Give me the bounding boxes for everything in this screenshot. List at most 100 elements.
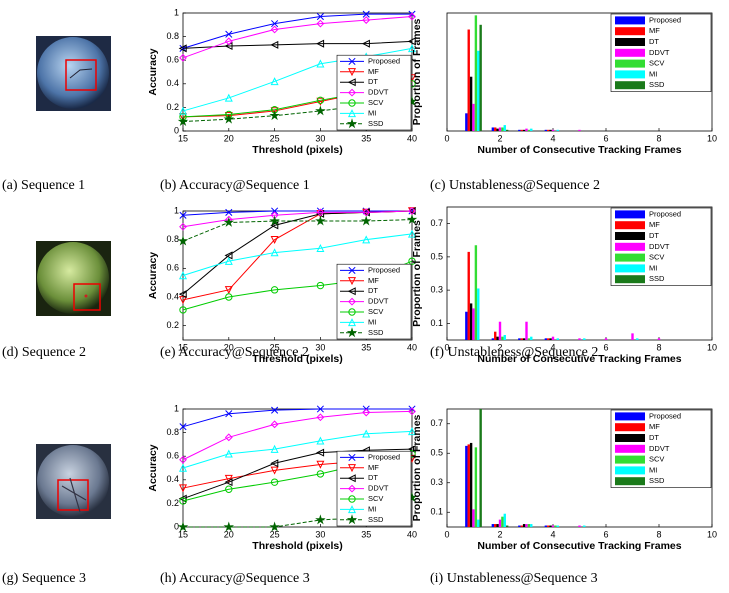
marker [270, 107, 279, 116]
y-tick-label: 0.3 [430, 477, 443, 487]
legend-label: SCV [649, 253, 664, 262]
marker [178, 463, 188, 472]
x-tick-label: 20 [224, 342, 234, 352]
marker [360, 215, 372, 226]
y-axis-label: Proportion of Frames [411, 220, 423, 327]
legend-swatch [615, 412, 645, 421]
legend-label: DDVT [649, 48, 670, 57]
bar [547, 338, 550, 340]
bar [494, 524, 497, 527]
y-axis-label: Accuracy [147, 48, 159, 95]
bar [491, 524, 495, 527]
bar [636, 338, 639, 340]
bar [469, 76, 473, 131]
marker [269, 215, 280, 226]
bar [496, 336, 499, 340]
caption: (a) Sequence 1 [2, 178, 85, 193]
marker [407, 229, 417, 238]
marker [224, 93, 233, 102]
marker [407, 427, 417, 436]
bar [549, 525, 552, 527]
marker [348, 57, 356, 65]
marker [177, 521, 189, 532]
y-tick-label: 0.6 [166, 451, 179, 461]
x-tick-label: 0 [444, 342, 449, 352]
x-tick-label: 25 [270, 342, 280, 352]
marker [224, 256, 233, 265]
marker [224, 433, 233, 442]
marker [179, 423, 187, 431]
marker [362, 16, 371, 24]
marker [407, 44, 417, 53]
bar [503, 125, 506, 131]
y-tick-label: 0.3 [430, 285, 443, 295]
y-axis-label: Accuracy [147, 444, 159, 491]
bar [472, 103, 475, 131]
marker [270, 466, 279, 475]
bar [494, 331, 497, 340]
legend-label: DDVT [649, 242, 670, 251]
bar [544, 129, 548, 131]
marker [316, 19, 325, 28]
bar [503, 513, 506, 527]
marker [223, 113, 235, 124]
marker [225, 293, 233, 301]
legend-box [610, 13, 712, 92]
x-tick-label: 25 [270, 529, 280, 539]
marker [224, 449, 233, 458]
legend-label: MI [649, 263, 657, 272]
bar [477, 519, 480, 527]
legend-swatch [615, 48, 645, 57]
legend-label: MF [368, 276, 379, 285]
bar [547, 525, 550, 527]
legend-swatch [615, 242, 645, 251]
marker [315, 514, 326, 525]
x-tick-label: 4 [550, 342, 555, 352]
bar [477, 50, 480, 132]
marker [348, 484, 356, 493]
bar [472, 308, 475, 340]
bar [551, 129, 555, 131]
caption: (g) Sequence 3 [2, 571, 86, 586]
x-tick-label: 35 [361, 529, 371, 539]
x-tick-label: 4 [550, 529, 555, 539]
marker [347, 287, 356, 296]
marker [348, 453, 356, 461]
series-line [182, 210, 413, 228]
y-tick-label: 0.7 [430, 418, 443, 428]
bar [544, 525, 548, 527]
legend-label: SCV [368, 494, 383, 503]
y-tick-label: 0.7 [430, 218, 443, 228]
legend-swatch [615, 253, 645, 262]
marker [407, 37, 416, 46]
marker [347, 78, 356, 87]
caption: (c) Unstableness@Sequence 2 [430, 178, 600, 193]
legend-label: MI [368, 108, 376, 117]
marker [178, 296, 188, 305]
legend-swatch [615, 38, 645, 46]
x-tick-label: 2 [497, 529, 502, 539]
marker [179, 497, 187, 505]
bar [520, 525, 523, 527]
marker [270, 25, 279, 34]
bar [479, 24, 482, 131]
marker [316, 460, 325, 469]
bar [498, 321, 502, 340]
bar [522, 129, 526, 131]
y-tick-label: 0.1 [430, 507, 443, 517]
legend-label: SSD [649, 80, 665, 89]
bar [530, 336, 533, 340]
marker [179, 455, 187, 464]
marker [316, 59, 325, 68]
bar [522, 338, 526, 340]
bar [527, 129, 531, 131]
x-tick-label: 6 [603, 342, 608, 352]
marker [271, 406, 279, 414]
marker [316, 470, 325, 478]
legend-label: SCV [649, 59, 664, 68]
bar [469, 442, 473, 527]
legend-label: SSD [649, 274, 665, 283]
